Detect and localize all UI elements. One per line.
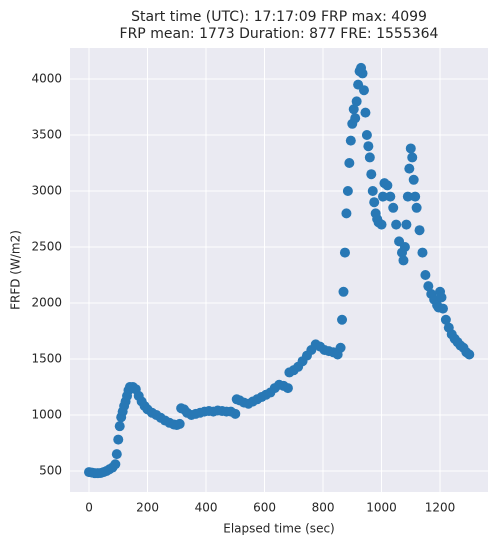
- point: [348, 104, 359, 115]
- y-tick-label: 2500: [31, 239, 62, 253]
- plot-area: [70, 48, 488, 492]
- y-tick-label: 1000: [31, 407, 62, 421]
- point: [407, 152, 418, 163]
- point: [399, 241, 410, 252]
- y-tick-label: 1500: [31, 351, 62, 365]
- x-tick-label: 400: [195, 501, 218, 515]
- point: [358, 85, 369, 96]
- point: [411, 202, 422, 213]
- point: [404, 163, 415, 174]
- point: [398, 255, 409, 266]
- point: [391, 219, 402, 230]
- x-tick-label: 1200: [425, 501, 456, 515]
- point: [385, 191, 396, 202]
- point: [351, 96, 362, 107]
- point: [335, 342, 346, 353]
- y-tick-label: 4000: [31, 72, 62, 86]
- point: [410, 191, 421, 202]
- point: [464, 349, 475, 360]
- point: [402, 191, 413, 202]
- chart-title: Start time (UTC): 17:17:09 FRP max: 4099: [131, 9, 427, 25]
- point: [367, 185, 378, 196]
- point: [357, 68, 368, 79]
- x-axis-label: Elapsed time (sec): [223, 522, 334, 536]
- y-tick-label: 2000: [31, 295, 62, 309]
- x-tick-label: 1000: [366, 501, 397, 515]
- point: [363, 141, 374, 152]
- point: [337, 314, 348, 325]
- point: [420, 269, 431, 280]
- point: [350, 113, 361, 124]
- x-tick-label: 600: [253, 501, 276, 515]
- point: [366, 169, 377, 180]
- point: [377, 191, 388, 202]
- point: [440, 314, 451, 325]
- point: [113, 434, 124, 445]
- point: [339, 247, 350, 258]
- point: [437, 303, 448, 314]
- point: [414, 225, 425, 236]
- point: [417, 247, 428, 258]
- point: [405, 143, 416, 154]
- point: [341, 208, 352, 219]
- point: [401, 219, 412, 230]
- point: [114, 421, 125, 432]
- point: [423, 281, 434, 292]
- y-tick-label: 3000: [31, 183, 62, 197]
- point: [376, 219, 387, 230]
- point: [361, 130, 372, 141]
- point: [360, 107, 371, 118]
- point: [364, 152, 375, 163]
- point: [230, 408, 241, 419]
- y-tick-label: 500: [39, 463, 62, 477]
- point: [344, 158, 355, 169]
- point: [408, 174, 419, 185]
- y-axis-label: FRFD (W/m2): [9, 230, 23, 310]
- x-tick-label: 800: [312, 501, 335, 515]
- point: [174, 418, 185, 429]
- point: [369, 197, 380, 208]
- y-tick-label: 3500: [31, 128, 62, 142]
- point: [382, 180, 393, 191]
- x-tick-label: 0: [85, 501, 93, 515]
- point: [345, 135, 356, 146]
- point: [282, 383, 293, 394]
- x-tick-label: 200: [136, 501, 159, 515]
- point: [338, 286, 349, 297]
- chart-title: FRP mean: 1773 Duration: 877 FRE: 155536…: [120, 26, 439, 42]
- point: [342, 185, 353, 196]
- point: [388, 202, 399, 213]
- point: [436, 292, 447, 303]
- point: [111, 449, 122, 460]
- point: [110, 459, 121, 470]
